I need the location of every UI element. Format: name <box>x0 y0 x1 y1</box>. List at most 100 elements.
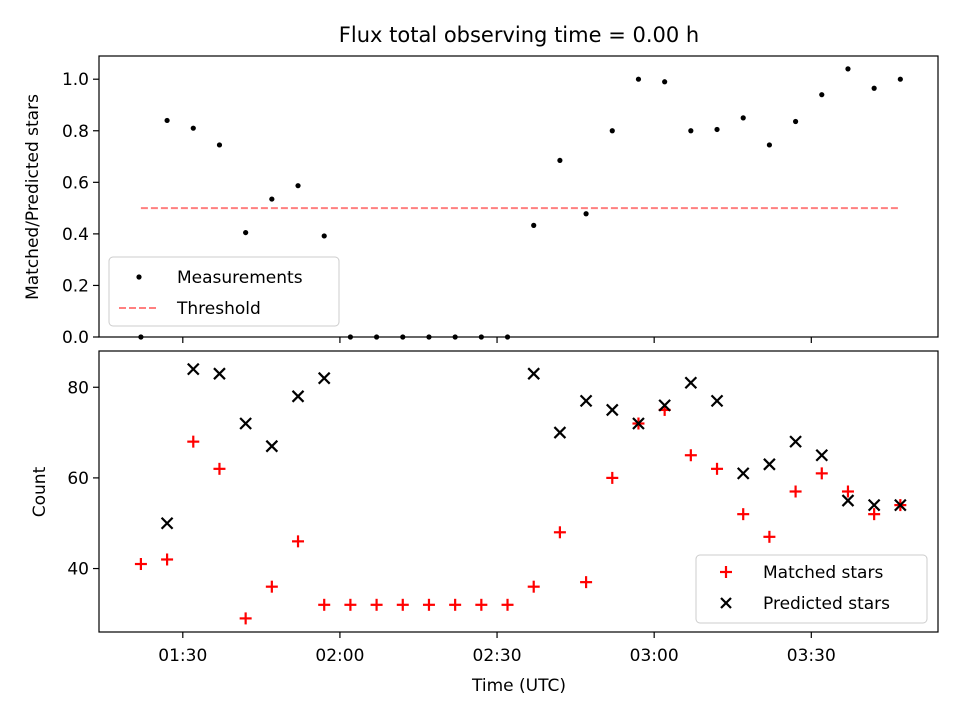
predicted-star-point <box>186 362 200 376</box>
measurement-point <box>164 117 170 124</box>
bottom-y-tick-label: 60 <box>67 469 89 489</box>
top-y-tick-label: 0.0 <box>62 328 89 348</box>
measurement-point <box>243 229 249 236</box>
matched-star-point <box>134 558 147 571</box>
top-x-ticks <box>182 337 812 343</box>
measurement-point <box>792 118 799 125</box>
predicted-star-point <box>317 371 331 385</box>
matched-star-point <box>370 598 383 611</box>
predicted-star-point <box>213 367 226 380</box>
predicted-star-point <box>160 516 174 530</box>
matched-star-point <box>737 508 750 521</box>
matched-star-point <box>763 530 776 543</box>
top-y-tick-label: 0.8 <box>62 122 89 142</box>
matched-star-point <box>606 471 619 484</box>
legend-measurements-marker <box>136 274 142 280</box>
top-axes-frame <box>98 55 939 338</box>
matched-star-point <box>841 485 854 498</box>
bottom-marks <box>134 362 907 625</box>
predicted-star-point <box>789 435 802 448</box>
legend-matched-marker <box>720 566 732 578</box>
measurement-point <box>845 66 851 72</box>
matched-star-point <box>422 598 435 611</box>
matched-star-point <box>527 580 540 593</box>
bottom-axes-frame <box>98 350 939 633</box>
matched-star-point <box>815 467 828 480</box>
top-marks <box>138 66 903 340</box>
measurement-point <box>662 79 668 85</box>
x-axis-label: Time (UTC) <box>471 676 566 696</box>
bottom-y-tick-label: 40 <box>67 560 89 580</box>
matched-star-point <box>292 535 305 548</box>
bottom-legend-box <box>695 554 928 624</box>
measurement-point <box>740 115 746 121</box>
legend-measurements-label: Measurements <box>177 268 303 288</box>
top-panel: 0.0 0.2 0.4 0.6 0.8 1.0 Matched/Predicted sta… <box>23 55 939 348</box>
predicted-star-point <box>658 399 671 412</box>
measurement-point <box>269 196 275 202</box>
matched-star-point <box>475 598 488 611</box>
matched-star-point <box>501 598 514 611</box>
predicted-star-point <box>736 467 750 480</box>
top-y-ticks: 0.0 0.2 0.4 0.6 0.8 1.0 <box>62 70 99 348</box>
measurement-point <box>897 76 903 82</box>
matched-star-point <box>187 435 200 448</box>
x-tick-label: 01:30 <box>158 646 207 666</box>
measurement-point <box>819 92 825 98</box>
matched-star-point <box>868 508 881 521</box>
legend-matched-label: Matched stars <box>763 563 883 583</box>
predicted-star-point <box>841 494 855 507</box>
x-tick-label: 02:30 <box>473 646 522 666</box>
matched-star-point <box>265 580 278 593</box>
legend-predicted-label: Predicted stars <box>763 594 890 614</box>
bottom-legend: Matched stars Predicted stars <box>695 554 928 624</box>
top-y-tick-label: 0.6 <box>62 173 89 193</box>
matched-star-point <box>344 598 357 611</box>
legend-predicted-marker <box>720 597 732 609</box>
predicted-star-point <box>867 498 881 512</box>
matched-star-point <box>449 598 462 611</box>
top-y-tick-label: 1.0 <box>62 70 89 90</box>
predicted-star-point <box>579 394 593 408</box>
predicted-star-point <box>632 417 645 430</box>
predicted-star-point <box>894 498 907 512</box>
measurement-point <box>295 183 301 189</box>
top-y-axis-label: Matched/Predicted stars <box>23 94 43 300</box>
matched-star-point <box>711 462 724 475</box>
measurement-point <box>583 211 589 217</box>
measurement-point <box>557 157 563 164</box>
predicted-star-point <box>815 448 829 462</box>
predicted-star-point <box>527 367 540 380</box>
matched-star-point <box>213 462 226 475</box>
measurement-point <box>635 76 642 82</box>
measurement-point <box>531 222 537 228</box>
predicted-star-point <box>710 394 724 408</box>
x-tick-label: 03:00 <box>630 646 679 666</box>
bottom-y-ticks: 40 60 80 <box>67 378 99 580</box>
matched-star-point <box>553 526 566 539</box>
measurement-point <box>871 85 877 91</box>
measurement-point <box>714 126 720 133</box>
top-legend: Measurements Threshold <box>108 256 340 327</box>
matched-star-point <box>161 553 174 566</box>
measurement-point <box>321 233 327 239</box>
matched-star-point <box>684 449 697 462</box>
bottom-x-ticks: 01:30 02:00 02:30 03:00 03:30 <box>158 632 836 666</box>
chart-title: Flux total observing time = 0.00 h <box>339 23 699 47</box>
predicted-star-point <box>684 376 698 390</box>
bottom-y-tick-label: 80 <box>67 378 89 398</box>
predicted-star-point <box>763 458 776 471</box>
matched-star-point <box>396 598 409 611</box>
x-tick-label: 02:00 <box>315 646 364 666</box>
top-y-tick-label: 0.4 <box>62 225 89 245</box>
predicted-star-point <box>553 426 567 439</box>
top-legend-box <box>108 256 340 327</box>
legend-threshold-label: Threshold <box>176 299 261 319</box>
predicted-star-point <box>605 403 619 417</box>
bottom-panel: 40 60 80 01:30 02:00 02:30 03:00 03:30 Count T… <box>30 350 939 696</box>
matched-star-point <box>318 598 331 611</box>
top-y-tick-label: 0.2 <box>62 276 89 296</box>
predicted-star-point <box>265 439 279 453</box>
bottom-y-axis-label: Count <box>30 466 50 517</box>
